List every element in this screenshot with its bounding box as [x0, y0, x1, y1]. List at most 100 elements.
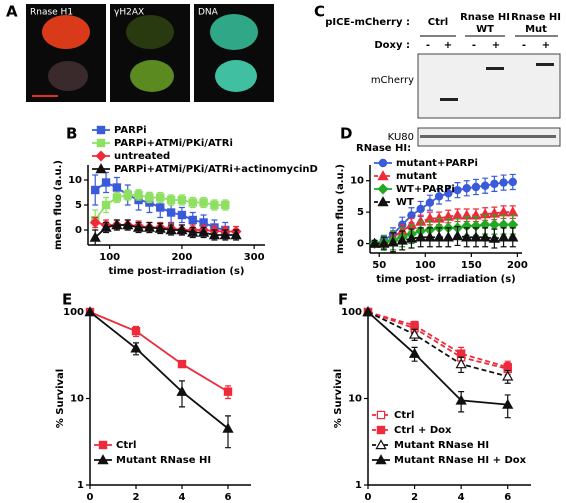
x-tick-label: 300	[244, 252, 265, 263]
x-tick-label: 6	[225, 492, 232, 503]
legend-marker	[378, 158, 388, 168]
data-point	[187, 226, 199, 237]
group-label: Rnase HI	[511, 12, 561, 23]
x-tick-label: 200	[507, 260, 528, 271]
data-point	[503, 363, 512, 372]
image-label: DNA	[198, 8, 219, 18]
legend-label: PARPi	[114, 125, 147, 136]
data-point	[208, 229, 221, 240]
data-point	[425, 198, 435, 207]
band	[536, 63, 554, 66]
data-point	[387, 236, 399, 247]
legend-label: Ctrl	[394, 410, 414, 421]
panel-label: F	[338, 291, 348, 309]
data-point	[154, 222, 166, 233]
y-tick-label: 0	[357, 239, 364, 250]
y-tick-label: 10	[68, 175, 82, 186]
data-point	[89, 217, 101, 228]
series-line	[374, 181, 513, 245]
band	[440, 98, 458, 101]
y-axis-label: mean fluo (a.u.)	[335, 164, 346, 254]
data-point	[91, 185, 100, 195]
y-tick-label: 5	[75, 200, 82, 211]
data-point	[130, 342, 142, 353]
data-point	[408, 347, 421, 358]
data-point	[176, 385, 188, 396]
lane-label: -	[472, 40, 476, 51]
nucleus	[48, 61, 88, 91]
group-label: WT	[476, 24, 494, 35]
y-tick-label: 1	[77, 480, 84, 491]
construct-label: pICE-mCherry :	[325, 17, 410, 28]
lane-label: +	[492, 40, 500, 51]
group-label: Mut	[525, 24, 547, 35]
legend-marker	[375, 454, 387, 465]
data-point	[156, 193, 165, 202]
nucleus	[126, 15, 174, 49]
data-point	[197, 226, 210, 237]
data-point	[502, 398, 514, 409]
legend-label: PARPi+ATMi/PKi/ATRi	[114, 138, 233, 149]
series-line	[367, 311, 508, 406]
x-axis-label: time post- irradiation (s)	[376, 274, 515, 285]
data-point	[455, 394, 467, 405]
data-point	[111, 219, 123, 230]
data-point	[188, 198, 197, 207]
nucleus	[210, 14, 258, 50]
data-point	[156, 203, 165, 212]
data-point	[488, 219, 500, 231]
band	[486, 67, 504, 70]
western-blot: pICE-mCherry : Ctrl Rnase HI WT Rnase HI…	[325, 12, 561, 147]
data-point	[499, 178, 508, 187]
legend-marker	[377, 183, 389, 195]
legend-marker	[95, 163, 107, 174]
data-point	[112, 183, 122, 192]
legend-marker	[96, 125, 106, 135]
y-tick-label: 5	[357, 207, 364, 218]
band	[420, 135, 556, 138]
image-label: γH2AX	[114, 8, 144, 18]
legend-label: Mutant RNase HI	[394, 440, 489, 451]
data-point	[230, 229, 242, 240]
data-point	[408, 328, 421, 339]
data-point	[502, 370, 514, 381]
data-point	[424, 231, 436, 242]
data-point	[470, 231, 482, 242]
data-point	[177, 195, 187, 205]
data-point	[480, 181, 490, 190]
x-tick-label: 100	[99, 252, 120, 263]
group-label: Ctrl	[428, 17, 448, 28]
data-point	[479, 231, 491, 242]
data-point	[210, 200, 219, 210]
panel-label: C	[314, 3, 325, 21]
data-point	[451, 230, 464, 241]
legend-marker	[377, 196, 389, 207]
y-tick-label: 10	[348, 394, 362, 405]
row-label: mCherry	[371, 75, 414, 86]
data-point	[143, 221, 156, 232]
data-point	[507, 206, 519, 217]
data-point	[222, 422, 234, 433]
data-point	[166, 195, 176, 205]
legend-label: WT+PARPi	[396, 184, 455, 195]
series-line	[367, 311, 508, 369]
x-tick-label: 2	[133, 492, 140, 503]
group-label: Rnase HI	[460, 12, 510, 23]
legend-title: RNase HI:	[356, 143, 411, 154]
series-line	[374, 235, 513, 245]
data-point	[219, 229, 231, 240]
data-point	[490, 179, 499, 189]
data-point	[453, 185, 462, 195]
lane-label: -	[426, 40, 430, 51]
data-point	[84, 306, 96, 317]
legend-label: mutant	[396, 171, 437, 182]
legend-marker	[375, 439, 387, 450]
data-point	[199, 198, 208, 207]
x-tick-label: 0	[87, 492, 94, 503]
legend-label: mutant+PARPi	[396, 158, 478, 169]
nucleus	[215, 60, 257, 92]
legend-marker	[376, 410, 386, 420]
legend-label: Ctrl	[116, 440, 136, 451]
